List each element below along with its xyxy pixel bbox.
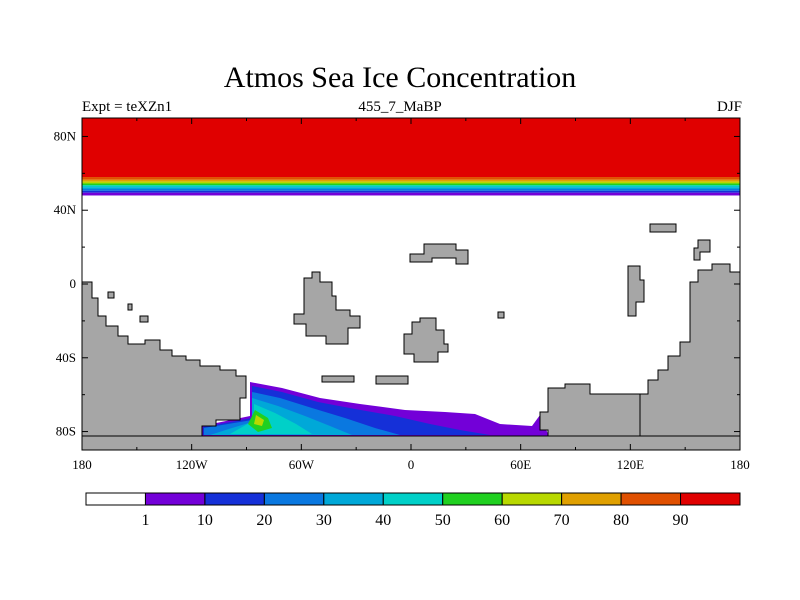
y-tick-label: 0 [70, 276, 77, 291]
colorbar-swatch [561, 492, 622, 506]
land-island-1 [107, 291, 115, 299]
colorbar-label: 80 [613, 512, 629, 529]
colorbar-swatch [501, 492, 563, 506]
arctic-band-6 [82, 187, 740, 190]
colorbar-swatch [323, 492, 384, 506]
arctic-band-3 [82, 181, 740, 184]
x-tick-label: 120W [176, 457, 209, 472]
colorbar-label: 70 [554, 512, 570, 529]
colorbar-swatch [85, 492, 146, 506]
colorbar-swatch [382, 492, 444, 506]
y-tick-label: 40N [54, 202, 77, 217]
continents [82, 223, 740, 450]
colorbar-swatch [442, 492, 503, 506]
colorbar-label: 1 [141, 512, 149, 529]
x-tick-label: 60W [289, 457, 315, 472]
x-tick-label: 120E [617, 457, 645, 472]
colorbar-swatch [620, 492, 682, 506]
land-island-6 [497, 311, 505, 319]
land-australia-asia [639, 263, 740, 437]
land-africa-north [293, 271, 361, 345]
land-island-5 [375, 375, 409, 385]
colorbar-label: 90 [673, 512, 689, 529]
chart-title: Atmos Sea Ice Concentration [223, 61, 577, 94]
colorbar-swatch [263, 492, 325, 506]
season-label: DJF [716, 99, 742, 115]
y-tick-label: 40S [56, 350, 76, 365]
arctic-band-9 [82, 192, 740, 196]
land-east-asia-small [649, 223, 677, 233]
experiment-label: Expt = teXZn1 [82, 99, 173, 115]
colorbar-swatch [144, 492, 206, 506]
land-europe-block [409, 243, 469, 265]
arctic-band-1 [82, 177, 740, 180]
ice-contour-60 [254, 415, 264, 426]
x-tick-label: 60E [510, 457, 531, 472]
colorbar-label: 40 [375, 512, 391, 529]
arctic-band-8 [82, 190, 740, 193]
land-africa-south [403, 317, 449, 363]
land-island-4 [321, 375, 355, 383]
arctic-sea-ice-band [82, 118, 740, 196]
arctic-band-0 [82, 118, 740, 178]
colorbar-label: 60 [494, 512, 510, 529]
time-label: 455_7_MaBP [358, 99, 442, 115]
arctic-band-2 [82, 179, 740, 182]
y-tick-label: 80N [54, 128, 77, 143]
x-tick-label: 180 [72, 457, 92, 472]
x-axis: 180 120W 60W 0 60E 120E 180 [72, 118, 750, 472]
southern-sea-ice [202, 382, 548, 436]
land-india [627, 265, 645, 317]
map-plot [82, 118, 740, 450]
colorbar-label: 30 [316, 512, 332, 529]
y-tick-label: 80S [56, 424, 76, 439]
land-antarctica [82, 435, 740, 450]
colorbar: 1 10 20 30 40 50 60 70 80 90 [85, 492, 741, 529]
land-south-america-west [82, 281, 247, 437]
x-tick-label: 0 [408, 457, 415, 472]
land-japan [693, 239, 711, 261]
land-island-2 [127, 303, 133, 311]
y-axis: 80N 40N 0 40S 80S [54, 128, 740, 439]
colorbar-label: 50 [435, 512, 451, 529]
land-antarctic-peninsula-east [539, 383, 641, 437]
arctic-band-4 [82, 183, 740, 186]
arctic-band-5 [82, 185, 740, 188]
colorbar-label: 20 [256, 512, 272, 529]
x-tick-label: 180 [730, 457, 750, 472]
colorbar-label: 10 [197, 512, 213, 529]
colorbar-swatch [204, 492, 265, 506]
colorbar-swatch [680, 492, 741, 506]
land-island-3 [139, 315, 149, 323]
ice-contour-40 [230, 404, 312, 434]
arctic-band-7 [82, 189, 740, 191]
